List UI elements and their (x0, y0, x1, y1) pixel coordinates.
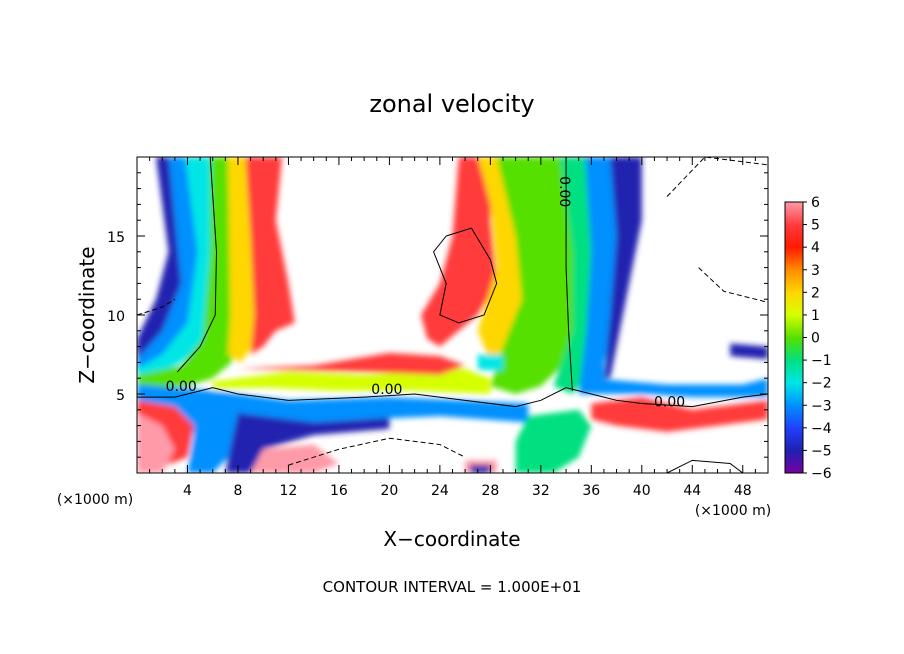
contour-label: 0.00 (556, 176, 572, 207)
contour-interval-note: CONTOUR INTERVAL = 1.000E+01 (323, 578, 582, 596)
x-tick-label: 12 (280, 483, 298, 499)
colorbar-segment (785, 360, 803, 384)
field-lower-purple-band (225, 412, 390, 473)
field-left-blue-band (137, 157, 204, 371)
x-tick-label: 44 (683, 483, 701, 499)
contour-dashed-right-mid (698, 267, 768, 303)
colorbar-segment (785, 450, 803, 474)
contour-label: 0.00 (371, 382, 402, 398)
colorbar-segment (785, 314, 803, 338)
colorbar-segment (785, 292, 803, 316)
field-cyan-blob (477, 354, 503, 371)
contour-dashed-left (137, 298, 176, 316)
y-tick-label: 10 (107, 309, 125, 325)
field-central-green-plume (490, 157, 579, 394)
velocity-field (137, 157, 768, 473)
contour-lower-right (666, 459, 744, 473)
field-red-band-mid (237, 352, 466, 376)
colorbar-label: 2 (811, 285, 820, 301)
colorbar-segment (785, 247, 803, 271)
x-tick-label: 32 (532, 483, 550, 499)
colorbar-segment (785, 427, 803, 451)
contour-label: 0.00 (166, 379, 197, 395)
zero-contour-right (565, 157, 573, 391)
colorbar-label: −3 (811, 398, 832, 414)
chart-title: zonal velocity (369, 90, 534, 118)
field-lower-pink-blob (250, 444, 339, 473)
colorbar-segment (785, 224, 803, 248)
y-axis-label: Z−coordinate (75, 246, 99, 383)
colorbar-segment (785, 382, 803, 406)
colorbar-label: 0 (811, 331, 820, 347)
colorbar-label: 6 (811, 195, 820, 211)
field-left-green-band (137, 157, 236, 390)
colorbar-label: 1 (811, 308, 820, 324)
x-tick-label: 16 (330, 483, 348, 499)
x-tick-label: 20 (380, 483, 398, 499)
colorbar-label: 3 (811, 263, 820, 279)
field-right-purple-blob (730, 343, 768, 360)
field-right-purple-column (603, 157, 642, 379)
colorbar-segment (785, 269, 803, 293)
colorbar-label: 5 (811, 218, 820, 234)
x-tick-label: 8 (233, 483, 242, 499)
field-lower-centre-purple (470, 465, 491, 473)
x-tick-label: 28 (481, 483, 499, 499)
contour-dashed-lower (288, 437, 466, 466)
zero-contour-lower (137, 387, 768, 408)
field-green-band-mid (212, 368, 491, 394)
x-unit-left: (×1000 m) (57, 492, 133, 508)
contour-dashed-right-top (666, 157, 768, 197)
field-lower-centre-cyan (515, 409, 592, 473)
field-left-red-plume (245, 157, 295, 355)
y-tick-label: 5 (116, 388, 125, 404)
colorbar-label: −6 (811, 466, 832, 482)
colorbar-label: −2 (811, 376, 832, 392)
colorbar-label: 4 (811, 240, 820, 256)
x-tick-label: 4 (183, 483, 192, 499)
colorbar: 6 5 4 3 2 1 0 −1 −2 −3 −4 −5 −6 (784, 195, 832, 482)
x-axis-label: X−coordinate (383, 527, 520, 551)
x-tick-label: 36 (582, 483, 600, 499)
field-right-blue-band (591, 378, 768, 398)
contour-label: 0.00 (654, 395, 685, 411)
colorbar-label: −4 (811, 421, 832, 437)
colorbar-segment (785, 202, 803, 226)
contour-lines: 0.00 0.00 0.00 0.00 (137, 157, 768, 473)
contour-closed-mid (432, 227, 498, 324)
field-lower-left-pink (137, 412, 175, 473)
field-central-cyan-plume (553, 157, 592, 394)
field-right-red-band (591, 397, 768, 432)
zero-contour-left (177, 157, 218, 373)
x-tick-label: 24 (431, 483, 449, 499)
x-tick-label: 40 (633, 483, 651, 499)
colorbar-segment (785, 337, 803, 361)
colorbar-segment (785, 405, 803, 429)
y-tick-label: 15 (107, 230, 125, 246)
colorbar-label: −1 (811, 353, 832, 369)
field-central-red-plume (420, 157, 497, 347)
colorbar-label: −5 (811, 443, 832, 459)
field-left-cyan-band (137, 157, 216, 379)
x-unit-right: (×1000 m) (695, 503, 771, 519)
x-tick-label: 48 (734, 483, 752, 499)
